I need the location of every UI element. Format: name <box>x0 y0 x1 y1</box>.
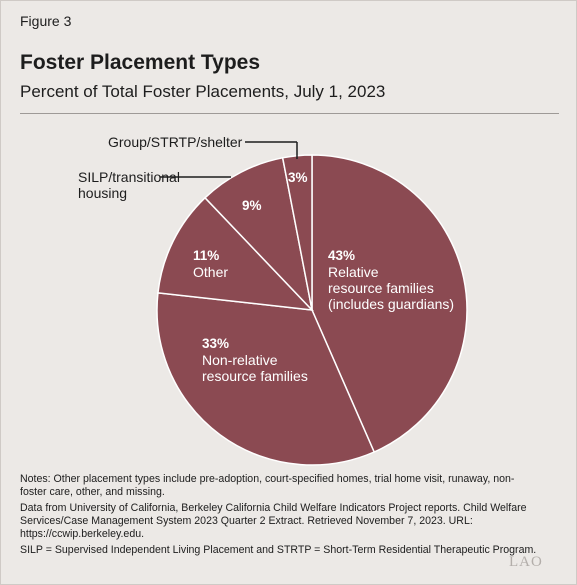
chart-title: Foster Placement Types <box>20 51 261 74</box>
slice-category-label: Relative <box>328 264 379 280</box>
slice-value-label: 3% <box>288 170 308 185</box>
notes-block: Notes: Other placement types include pre… <box>20 473 540 560</box>
pie-slice-1 <box>311 154 468 453</box>
lao-logo: LAO <box>509 554 543 570</box>
chart-subtitle: Percent of Total Foster Placements, July… <box>20 82 386 101</box>
pie-slice-3 <box>157 196 314 311</box>
note-other-types: Notes: Other placement types include pre… <box>20 473 515 498</box>
callout-label-group: Group/STRTP/shelter <box>108 134 243 150</box>
slice-category-label: resource families <box>328 280 434 296</box>
slice-value-label: 43% <box>328 248 355 263</box>
title-divider <box>20 113 559 114</box>
slice-value-label: 9% <box>242 198 262 213</box>
callout-label-silp: SILP/transitional <box>78 169 180 185</box>
pie-slice-2 <box>156 291 376 466</box>
slice-value-label: 11% <box>193 248 219 263</box>
figure-label: Figure 3 <box>20 13 72 29</box>
callout-label-silp: housing <box>78 185 127 201</box>
slice-category-label: Other <box>193 264 228 280</box>
note-data-source: Data from University of California, Berk… <box>20 502 527 540</box>
slice-category-label: resource families <box>202 368 308 384</box>
slice-category-label: (includes guardians) <box>328 296 454 312</box>
slice-value-label: 33% <box>202 336 229 351</box>
pie-slice-4 <box>203 156 314 313</box>
slice-category-label: Non-relative <box>202 352 278 368</box>
note-abbreviations: SILP = Supervised Independent Living Pla… <box>20 544 537 556</box>
